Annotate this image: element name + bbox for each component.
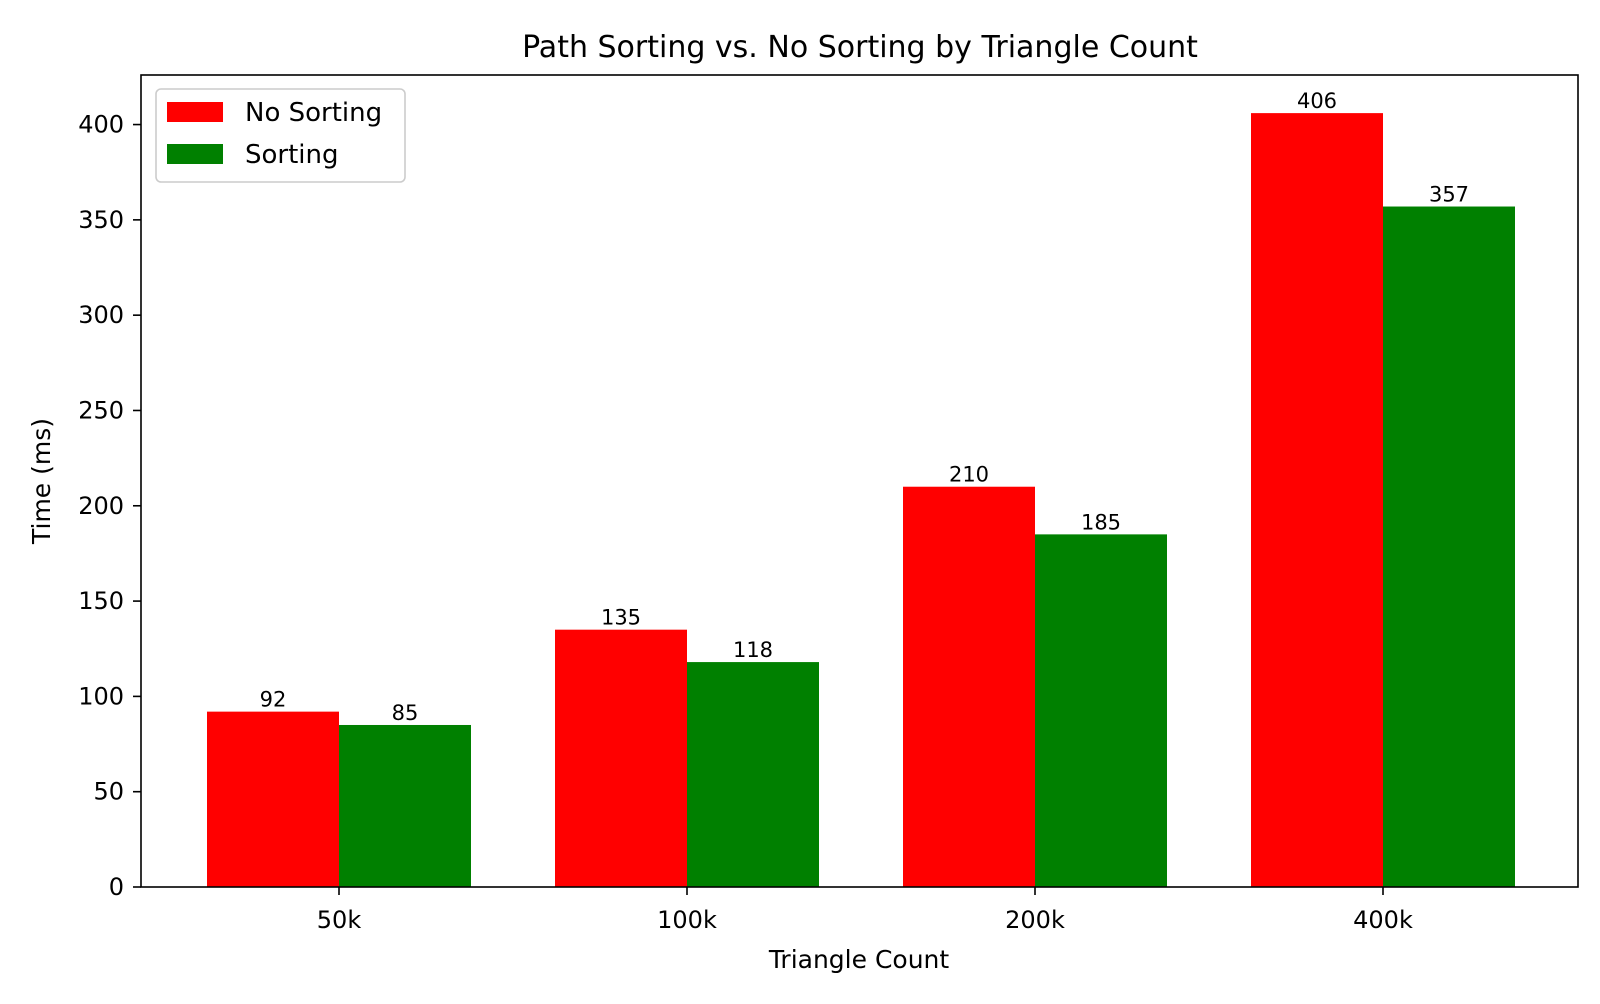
legend-swatch-no-sorting: [167, 102, 223, 122]
legend-label-sorting: Sorting: [245, 140, 339, 170]
x-tick-label: 200k: [1005, 906, 1065, 934]
x-tick-label: 50k: [317, 906, 362, 934]
y-tick-label: 150: [78, 587, 124, 615]
y-tick-label: 0: [109, 873, 124, 901]
x-tick-label: 100k: [657, 906, 717, 934]
bars-layer: [207, 113, 1515, 888]
data-label: 185: [1081, 510, 1121, 534]
y-tick-label: 100: [78, 682, 124, 710]
bar-no-sorting-200k: [903, 486, 1035, 887]
bar-sorting-400k: [1383, 206, 1515, 888]
x-axis-label: Triangle Count: [768, 945, 950, 974]
x-tick-label: 400k: [1353, 906, 1413, 934]
bar-sorting-100k: [687, 662, 819, 887]
chart-title: Path Sorting vs. No Sorting by Triangle …: [522, 30, 1198, 65]
y-tick-label: 350: [78, 206, 124, 234]
y-axis-label: Time (ms): [27, 418, 56, 545]
bar-no-sorting-400k: [1251, 113, 1383, 887]
y-tick-label: 200: [78, 492, 124, 520]
y-tick-label: 250: [78, 396, 124, 424]
data-label: 406: [1297, 89, 1337, 113]
plot-frame: [140, 74, 1579, 888]
legend-swatch-sorting: [167, 144, 223, 164]
y-tick-label: 50: [93, 778, 124, 806]
legend-label-no-sorting: No Sorting: [245, 98, 382, 128]
x-axis: 50k 100k 200k 400k: [317, 887, 1413, 934]
bar-sorting-50k: [339, 724, 471, 887]
data-label: 85: [392, 701, 419, 725]
legend: No Sorting Sorting: [155, 88, 406, 183]
bar-sorting-200k: [1035, 534, 1167, 887]
data-label: 357: [1429, 183, 1469, 207]
y-tick-label: 300: [78, 301, 124, 329]
data-label: 92: [260, 688, 287, 712]
bar-no-sorting-100k: [555, 629, 687, 887]
data-label: 135: [601, 606, 641, 630]
y-tick-label: 400: [78, 111, 124, 139]
data-label: 210: [949, 463, 989, 487]
y-axis: 0 50 100 150 200 250 300 350 400: [78, 111, 141, 901]
bar-no-sorting-50k: [207, 711, 339, 887]
data-labels-layer: 92 85 135 118 210 185 406 357: [260, 89, 1469, 725]
data-label: 118: [733, 638, 773, 662]
